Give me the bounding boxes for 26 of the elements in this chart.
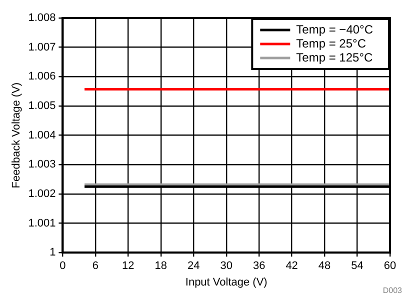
- legend-label: Temp = 125°C: [296, 50, 373, 64]
- y-tick-label: 1.005: [28, 100, 56, 112]
- y-tick-label: 1.006: [28, 70, 56, 83]
- text: D003: [382, 286, 403, 296]
- x-tick-label: 0: [60, 260, 66, 272]
- x-tick-label: 18: [154, 260, 168, 272]
- x-tick-label: 24: [188, 260, 200, 272]
- x-tick-label: 30: [220, 260, 232, 272]
- x-axis-title: Input Voltage (V): [185, 276, 268, 288]
- y-tick-label: 1.008: [28, 12, 56, 24]
- x-tick-label: 54: [351, 260, 364, 272]
- y-tick-label: 1.002: [28, 188, 56, 200]
- x-tick-label: 60: [384, 260, 396, 272]
- legend-label: Temp = 25°C: [296, 36, 366, 50]
- y-axis-title: Feedback Voltage (V): [10, 82, 23, 188]
- y-tick-label: 1.003: [28, 158, 56, 171]
- x-tick-label: 42: [286, 260, 298, 272]
- x-tick-label: 36: [252, 260, 266, 272]
- y-tick-label: 1: [50, 246, 56, 259]
- legend-label: Temp = −40°C: [296, 22, 374, 36]
- x-tick-label: 12: [122, 260, 134, 272]
- x-tick-label: 6: [92, 260, 99, 272]
- y-tick-label: 1.004: [28, 129, 56, 142]
- y-tick-label: 1.007: [28, 41, 56, 54]
- x-tick-label: 48: [318, 260, 331, 272]
- y-tick-label: 1.001: [28, 217, 56, 230]
